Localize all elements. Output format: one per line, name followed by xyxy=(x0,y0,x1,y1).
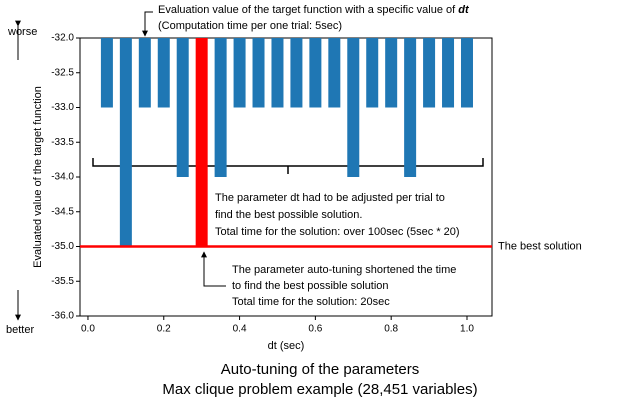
caption: Auto-tuning of the parameters xyxy=(221,361,419,378)
bottom-note-line: to find the best possible solution xyxy=(232,280,389,292)
bar xyxy=(233,38,246,108)
bottom-note-line: Total time for the solution: 20sec xyxy=(232,296,390,308)
y-tick-label: -32.5 xyxy=(51,67,74,78)
top-note-text: Evaluation value of the target function … xyxy=(158,4,458,16)
bar xyxy=(119,38,132,247)
bar xyxy=(328,38,341,108)
x-tick-label: 0.0 xyxy=(81,324,95,335)
y-top-label: worse xyxy=(7,26,37,38)
middle-note-line: find the best possible solution. xyxy=(215,209,362,221)
bar xyxy=(252,38,265,108)
bar xyxy=(176,38,189,177)
bottom-note-line: The parameter auto-tuning shortened the … xyxy=(232,264,456,276)
x-tick-label: 0.6 xyxy=(308,324,322,335)
bar xyxy=(100,38,113,108)
top-note: Evaluation value of the target function … xyxy=(158,4,470,16)
x-axis-label: dt (sec) xyxy=(268,340,305,352)
x-tick-label: 0.4 xyxy=(233,324,247,335)
y-tick-label: -36.0 xyxy=(51,311,74,322)
arrow xyxy=(201,251,226,287)
bar xyxy=(271,38,284,108)
bar xyxy=(423,38,436,108)
y-tick-label: -34.0 xyxy=(51,172,74,183)
bar xyxy=(290,38,303,108)
top-note-line: (Computation time per one trial: 5sec) xyxy=(158,20,342,32)
bar xyxy=(309,38,322,108)
middle-note-line: The parameter dt had to be adjusted per … xyxy=(215,192,445,204)
arrow xyxy=(142,11,153,37)
best-line-label: The best solution xyxy=(498,240,582,252)
y-bottom-label: better xyxy=(6,324,34,336)
x-tick-label: 0.8 xyxy=(384,324,398,335)
middle-note-line: Total time for the solution: over 100sec… xyxy=(215,226,460,238)
bar xyxy=(366,38,379,108)
bar xyxy=(214,38,227,177)
caption: Max clique problem example (28,451 varia… xyxy=(162,381,477,398)
y-tick-label: -35.0 xyxy=(51,241,74,252)
bracket xyxy=(92,158,484,174)
x-tick-label: 1.0 xyxy=(460,324,474,335)
y-tick-label: -32.0 xyxy=(51,33,74,44)
y-tick-label: -33.0 xyxy=(51,102,74,113)
y-axis-label: Evaluated value of the target function xyxy=(32,86,44,268)
y-tick-label: -35.5 xyxy=(51,276,74,287)
top-note-em: dt xyxy=(458,4,470,16)
bar xyxy=(460,38,473,108)
bar xyxy=(385,38,398,108)
x-tick-label: 0.2 xyxy=(157,324,171,335)
y-tick-label: -33.5 xyxy=(51,137,74,148)
bar xyxy=(442,38,455,108)
bar xyxy=(138,38,151,108)
y-tick-label: -34.5 xyxy=(51,206,74,217)
bar xyxy=(195,38,208,247)
bar xyxy=(157,38,170,108)
bar xyxy=(347,38,360,177)
bar xyxy=(404,38,417,177)
